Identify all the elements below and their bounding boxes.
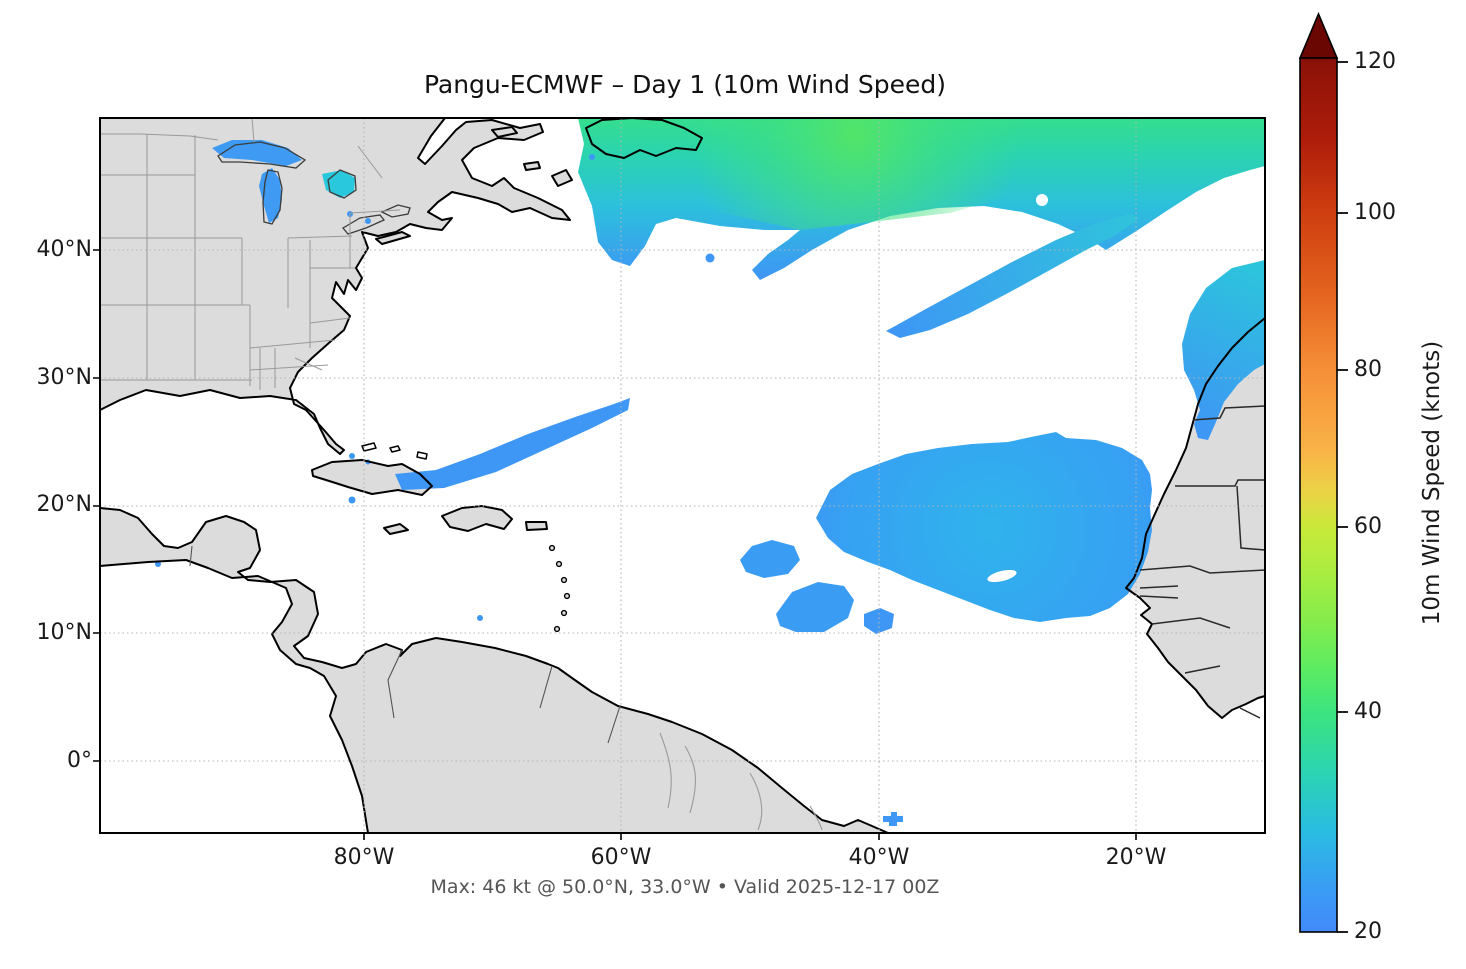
colorbar-tick-60: 60 (1354, 514, 1382, 539)
wind-trade-blob (816, 432, 1152, 622)
wind-trade-blob-west1 (740, 540, 800, 578)
y-tick-label-20n: 20°N (36, 492, 92, 517)
colorbar-tick-40: 40 (1354, 699, 1382, 724)
colorbar-tick-80: 80 (1354, 357, 1382, 382)
chart-title: Pangu-ECMWF – Day 1 (10m Wind Speed) (423, 70, 947, 99)
wind-trade-blob-west2 (776, 582, 854, 632)
wind-bahamas-streak (395, 398, 630, 490)
wind-morocco-patch (1182, 260, 1265, 440)
wind-band (886, 214, 1140, 338)
axis-ticks (93, 249, 1137, 840)
colorbar-tick-120: 120 (1354, 49, 1396, 74)
y-tick-label-30n: 30°N (36, 365, 92, 390)
max-annotation: Max: 46 kt @ 50.0°N, 33.0°W • Valid 2025… (430, 876, 940, 898)
map-plot (93, 117, 1266, 840)
x-tick-label-40w: 40°W (848, 845, 910, 870)
great-lakes (217, 141, 411, 235)
plot-frame (99, 117, 1266, 834)
colorbar-gradient (1299, 57, 1338, 933)
colorbar-extend-arrow (1298, 11, 1339, 59)
y-tick-label-40n: 40°N (36, 237, 92, 262)
colorbar-tick-100: 100 (1354, 200, 1396, 225)
x-tick-label-80w: 80°W (333, 845, 395, 870)
x-tick-label-60w: 60°W (590, 845, 652, 870)
coastlines (99, 117, 1266, 834)
country-borders (189, 405, 1266, 744)
rivers (659, 732, 823, 831)
y-tick-label-10n: 10°N (36, 620, 92, 645)
colorbar-ticks (1337, 61, 1348, 933)
state-borders (100, 117, 401, 390)
y-tick-label-0: 0° (67, 748, 92, 773)
colorbar-tick-20: 20 (1354, 919, 1382, 944)
colorbar (1298, 11, 1348, 933)
wind-main-mass-green-core (660, 118, 1100, 230)
colorbar-axis-label: 10m Wind Speed (knots) (1419, 340, 1445, 626)
wind-trade-blob-west3 (864, 608, 894, 634)
wind-shading (155, 118, 1265, 826)
x-tick-label-20w: 20°W (1105, 845, 1167, 870)
